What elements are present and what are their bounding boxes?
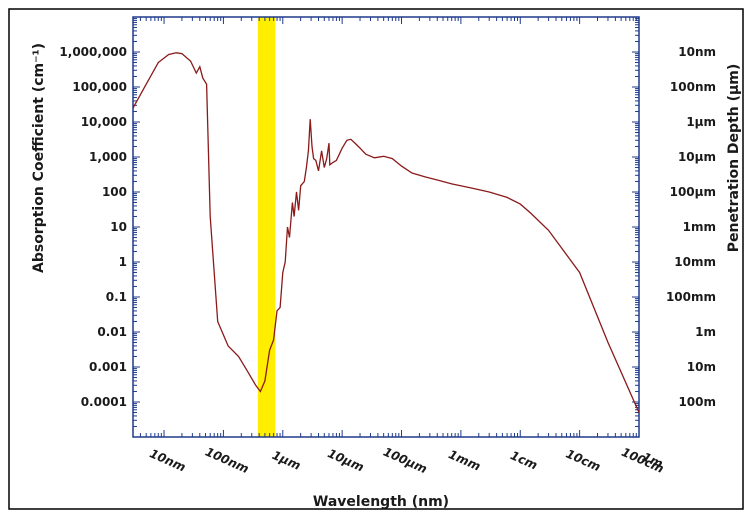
plot-area-border — [132, 16, 640, 438]
visible-light-band — [257, 17, 276, 437]
outer-border — [8, 8, 744, 510]
y-tick-label: 0.0001 — [81, 395, 127, 409]
y-tick-label: 0.01 — [97, 325, 127, 339]
y-right-tick-label: 10μm — [678, 150, 716, 164]
y-tick-label: 1,000,000 — [59, 45, 127, 59]
y-right-axis-title: Penetration Depth (μm) — [726, 64, 742, 253]
y-right-tick-label: 10mm — [674, 255, 716, 269]
y-tick-labels: 1,000,000 100,000 10,000 1,000 100 10 1 0.1 0.01… — [59, 45, 127, 409]
y-right-tick-label: 100mm — [666, 290, 716, 304]
y-right-tick-label: 100nm — [670, 80, 716, 94]
y-axis-title: Absorption Coefficient (cm⁻¹) — [31, 43, 47, 273]
y-right-tick-label: 1m — [695, 325, 716, 339]
y-right-tick-label: 1mm — [683, 220, 716, 234]
y-tick-label: 100 — [102, 185, 127, 199]
y-right-tick-label: 10m — [687, 360, 716, 374]
y-tick-label: 0.001 — [89, 360, 127, 374]
x-axis-title: Wavelength (nm) — [313, 494, 449, 510]
y-tick-label: 10 — [110, 220, 127, 234]
y-tick-label: 0.1 — [106, 290, 127, 304]
y-tick-label: 10,000 — [81, 115, 127, 129]
y-right-tick-label: 100m — [678, 395, 716, 409]
absorption-curve — [132, 52, 640, 413]
y-right-tick-label: 1μm — [686, 115, 716, 129]
y-tick-label: 100,000 — [72, 80, 127, 94]
y-tick-label: 1 — [119, 255, 127, 269]
y-tick-label: 1,000 — [89, 150, 127, 164]
y-right-tick-label: 10nm — [678, 45, 716, 59]
y-right-tick-label: 100μm — [670, 185, 716, 199]
y-right-tick-labels: 10nm 100nm 1μm 10μm 100μm 1mm 10mm 100mm 1m 10m 10… — [666, 45, 716, 409]
